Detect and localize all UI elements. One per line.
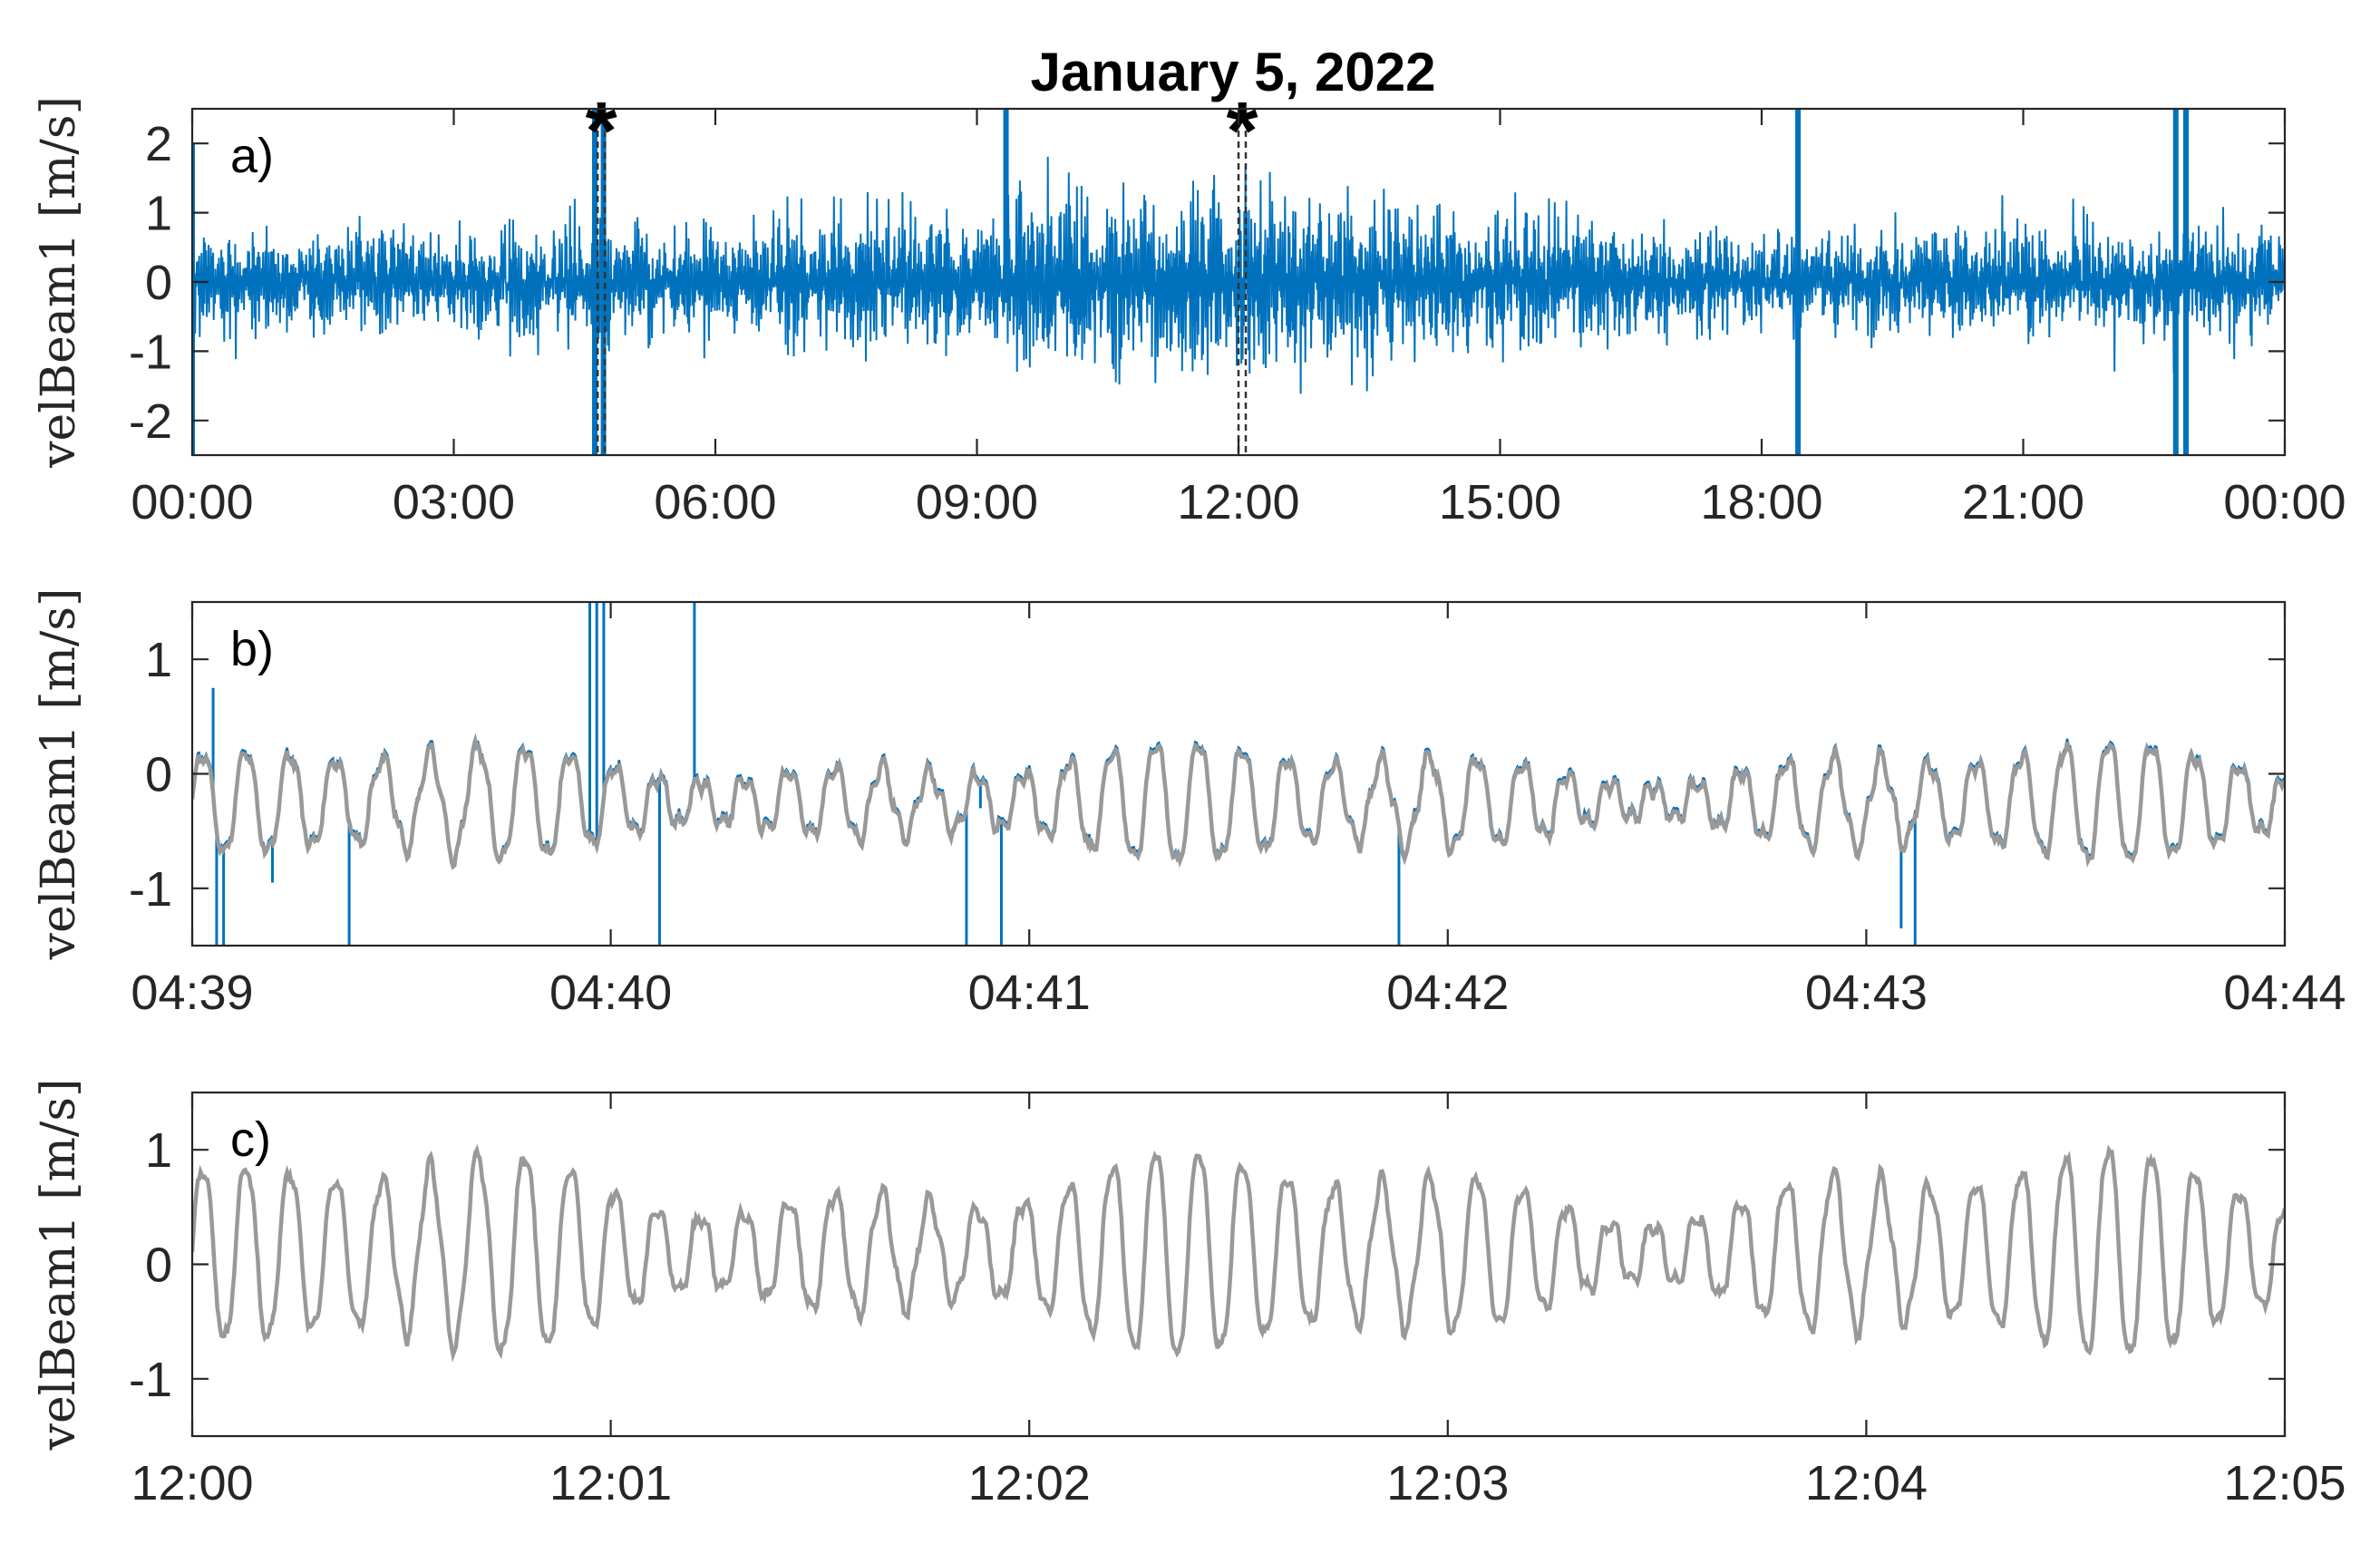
xtick-label: 00:00 [2223, 475, 2346, 529]
ytick-label: 0 [145, 256, 172, 310]
ytick-label: 0 [145, 748, 172, 802]
panel-b-label: b) [230, 622, 274, 676]
panel-c-label: c) [230, 1112, 271, 1167]
xtick-label: 03:00 [393, 475, 515, 529]
xtick-label: 12:05 [2223, 1456, 2346, 1510]
velocity-trace [192, 156, 2285, 394]
panel-b-series [192, 602, 2285, 946]
xtick-label: 21:00 [1962, 475, 2084, 529]
xtick-label: 04:43 [1805, 966, 1928, 1020]
panel-a-markers: * * [586, 86, 1258, 455]
xtick-label: 04:41 [968, 966, 1091, 1020]
xtick-label: 12:01 [549, 1456, 672, 1510]
xtick-label: 12:03 [1386, 1456, 1509, 1510]
xtick-label: 18:00 [1700, 475, 1822, 529]
panel-a-ticks: -2 -1 0 1 2 00:00 03:00 06:00 09:00 12:00 15:00 18:… [129, 109, 2346, 529]
xtick-label: 04:42 [1386, 966, 1509, 1020]
filtered-velocity-trace [192, 1143, 2285, 1363]
xtick-label: 12:00 [131, 1456, 253, 1510]
window-marker: * [1226, 86, 1258, 177]
xtick-label: 15:00 [1439, 475, 1561, 529]
ytick-label: 0 [145, 1238, 172, 1293]
ytick-label: -1 [129, 325, 172, 379]
panel-b-ticks: -1 0 1 04:39 04:40 04:41 04:42 04:43 04:44 [129, 602, 2346, 1020]
xtick-label: 04:39 [131, 966, 253, 1020]
panel-a-label: a) [230, 129, 274, 183]
xtick-label: 12:02 [968, 1456, 1091, 1510]
window-marker: * [586, 86, 617, 177]
panel-c-ylabel: velBeam1 [m/s] [32, 1079, 86, 1452]
ytick-label: 1 [145, 633, 172, 687]
ytick-label: 1 [145, 187, 172, 241]
panel-c: -1 0 1 12:00 12:01 12:02 12:03 12:04 12:05 c) ve… [32, 1079, 2346, 1510]
panel-a-ylabel: velBeam1 [m/s] [32, 96, 86, 469]
xtick-label: 09:00 [916, 475, 1038, 529]
ytick-label: -2 [129, 394, 172, 449]
panel-c-axes-frame [190, 1091, 2287, 1438]
xtick-label: 04:40 [549, 966, 672, 1020]
filtered-velocity-trace [192, 733, 2285, 870]
ytick-label: -1 [129, 862, 172, 917]
panel-b: -1 0 1 04:39 04:40 04:41 04:42 04:43 04:44 b) ve… [32, 588, 2346, 1020]
panel-c-ticks: -1 0 1 12:00 12:01 12:02 12:03 12:04 12:05 [129, 1092, 2346, 1510]
xtick-label: 04:44 [2223, 966, 2346, 1020]
panel-b-ylabel: velBeam1 [m/s] [32, 588, 86, 961]
xtick-label: 00:00 [131, 475, 253, 529]
xtick-label: 12:00 [1177, 475, 1299, 529]
xtick-label: 12:04 [1805, 1456, 1928, 1510]
figure-title: January 5, 2022 [1031, 42, 1436, 102]
ytick-label: 1 [145, 1123, 172, 1178]
panel-b-axes-frame [190, 600, 2287, 947]
panel-c-series [192, 1143, 2285, 1363]
ytick-label: 2 [145, 117, 172, 171]
ytick-label: -1 [129, 1353, 172, 1407]
xtick-label: 06:00 [654, 475, 776, 529]
panel-a-series [192, 109, 2285, 455]
